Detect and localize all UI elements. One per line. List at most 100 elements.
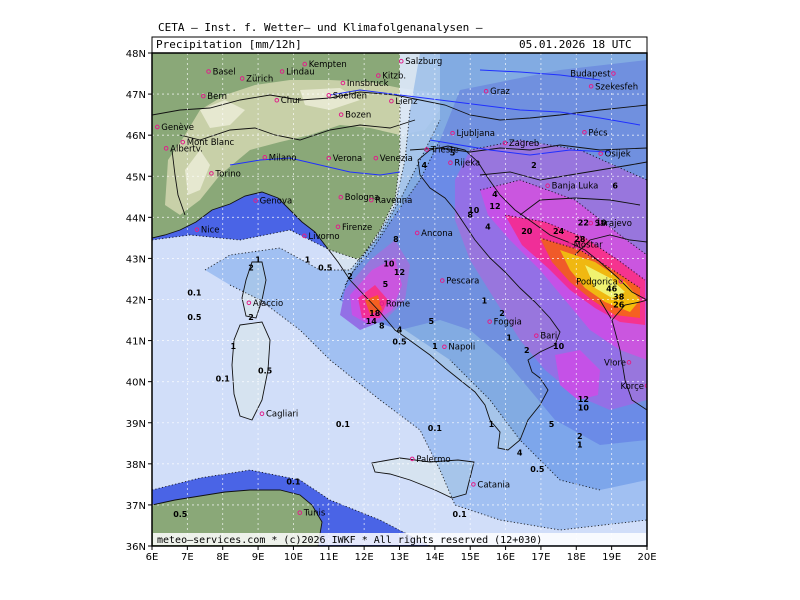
- city-marker: Nice: [194, 226, 220, 236]
- city-marker: Szekesfeh: [588, 82, 638, 92]
- city-dot: [618, 279, 624, 284]
- isoline-value-label: 0.5: [258, 366, 273, 375]
- isoline-value-label: 1: [489, 420, 495, 429]
- isoline-value-label: 2: [577, 432, 583, 441]
- isoline-value-label: 10: [383, 260, 395, 269]
- city-marker: Ravenna: [368, 196, 412, 206]
- city-label: Verona: [333, 154, 363, 164]
- isoline-value-label: 0.1: [453, 510, 468, 519]
- lat-tick-label: 43N: [126, 254, 146, 265]
- city-dot: [379, 301, 385, 306]
- city-label: Soelden: [333, 91, 367, 101]
- graticule: [152, 53, 647, 546]
- city-label: Pécs: [588, 127, 608, 138]
- city-label: Bari: [540, 332, 557, 342]
- city-dot: [450, 130, 455, 136]
- city-marker: Foggia: [487, 318, 522, 328]
- city-marker: Genova: [253, 196, 293, 206]
- lat-tick-label: 42N: [126, 296, 146, 307]
- city-label: Osijek: [605, 150, 631, 160]
- city-marker: Tunis: [297, 509, 326, 519]
- city-marker: Bologna: [338, 193, 380, 203]
- city-dot: [279, 69, 285, 74]
- city-label: Graz: [490, 87, 510, 97]
- isoline-value-label: 4: [485, 223, 491, 232]
- city-marker: Budapest: [570, 70, 616, 80]
- isoline-value-label: 38: [613, 293, 625, 302]
- lon-tick-label: 13E: [390, 552, 409, 563]
- isoline-value-label: 4: [517, 449, 523, 458]
- city-label: Innsbruck: [347, 79, 389, 89]
- city-dot: [409, 456, 415, 462]
- axes: 6E 7E 8E 9E 10E 11E 12E 13E 14E 15E 16E 17E 18E 19E 20…: [126, 49, 657, 563]
- isoline-value-label: 14: [366, 317, 378, 326]
- lat-tick-label: 48N: [126, 49, 146, 60]
- isoline-value-label: 0.5: [530, 465, 545, 474]
- boundaries: [152, 91, 647, 546]
- city-label: Lienz: [395, 97, 418, 107]
- institution-title: CETA — Inst. f. Wetter— und Klimafolgena…: [158, 21, 483, 34]
- city-marker: Mostar: [567, 240, 603, 250]
- isoline-value-label: 2: [347, 272, 353, 281]
- city-dot: [644, 383, 647, 389]
- lat-tick-label: 36N: [126, 542, 146, 553]
- city-label: Genova: [260, 196, 293, 206]
- city-dot: [424, 147, 430, 152]
- isoline-value-label: 8: [393, 235, 399, 244]
- city-marker: Cagliari: [259, 410, 298, 420]
- city-label: Tunis: [303, 509, 326, 519]
- lon-tick-label: 15E: [461, 552, 480, 563]
- city-dot: [302, 61, 308, 67]
- city-dot: [375, 73, 381, 78]
- isoline-value-label: 2: [248, 313, 254, 322]
- lon-tick-label: 19E: [602, 552, 621, 563]
- lon-tick-label: 18E: [567, 552, 586, 563]
- lon-tick-label: 12E: [355, 552, 374, 563]
- city-label: Genève: [161, 122, 194, 133]
- valid-datetime: 05.01.2026 18 UTC: [519, 38, 632, 51]
- isoline-value-label: 2: [531, 161, 537, 170]
- city-dot: [471, 482, 476, 487]
- isoline-value-label: 4: [421, 161, 427, 170]
- city-marker: Genève: [155, 122, 194, 133]
- isoline-value-label: 0.1: [428, 424, 443, 433]
- city-label: Korçe: [620, 382, 644, 392]
- city-label: Bozen: [345, 111, 371, 121]
- city-dot: [239, 76, 245, 81]
- isoline-value-label: 10: [468, 206, 480, 215]
- city-dot: [326, 155, 332, 161]
- city-label: Zürich: [246, 74, 273, 84]
- city-label: Basel: [213, 67, 236, 77]
- lat-tick-label: 46N: [126, 131, 146, 142]
- lon-tick-label: 10E: [284, 552, 303, 563]
- city-marker: Mont Blanc: [180, 138, 235, 148]
- city-marker: Zagreb: [502, 139, 539, 149]
- precip-isolines: [152, 100, 647, 546]
- city-label: Zagreb: [509, 139, 539, 149]
- city-label: Catania: [477, 480, 510, 490]
- isoline-value-label: 10: [578, 403, 590, 412]
- lat-tick-label: 40N: [126, 378, 146, 389]
- isoline-value-label: 0.1: [336, 420, 351, 429]
- precip-50: [585, 265, 625, 298]
- city-label: Torino: [214, 169, 240, 179]
- lon-tick-label: 6E: [146, 552, 159, 563]
- city-marker: Trieste: [424, 146, 459, 156]
- city-marker: Chur: [274, 96, 302, 106]
- copyright-footer: meteo—services.com * (c)2026 IWKF * All …: [157, 535, 542, 546]
- city-dot: [582, 129, 587, 135]
- city-label: Sarajevo: [595, 219, 632, 229]
- city-marker: Pescara: [439, 277, 479, 287]
- city-dot: [155, 124, 160, 130]
- city-marker: Graz: [483, 87, 510, 97]
- isoline-value-label: 5: [383, 280, 389, 289]
- city-dot: [545, 183, 550, 188]
- isoline-value-label: 0.1: [216, 375, 231, 384]
- city-label: Bologna: [345, 193, 380, 203]
- city-dot: [209, 171, 214, 176]
- isoline-value-label: 12: [394, 268, 405, 277]
- city-dot: [200, 93, 206, 99]
- city-label: Firenze: [342, 223, 372, 233]
